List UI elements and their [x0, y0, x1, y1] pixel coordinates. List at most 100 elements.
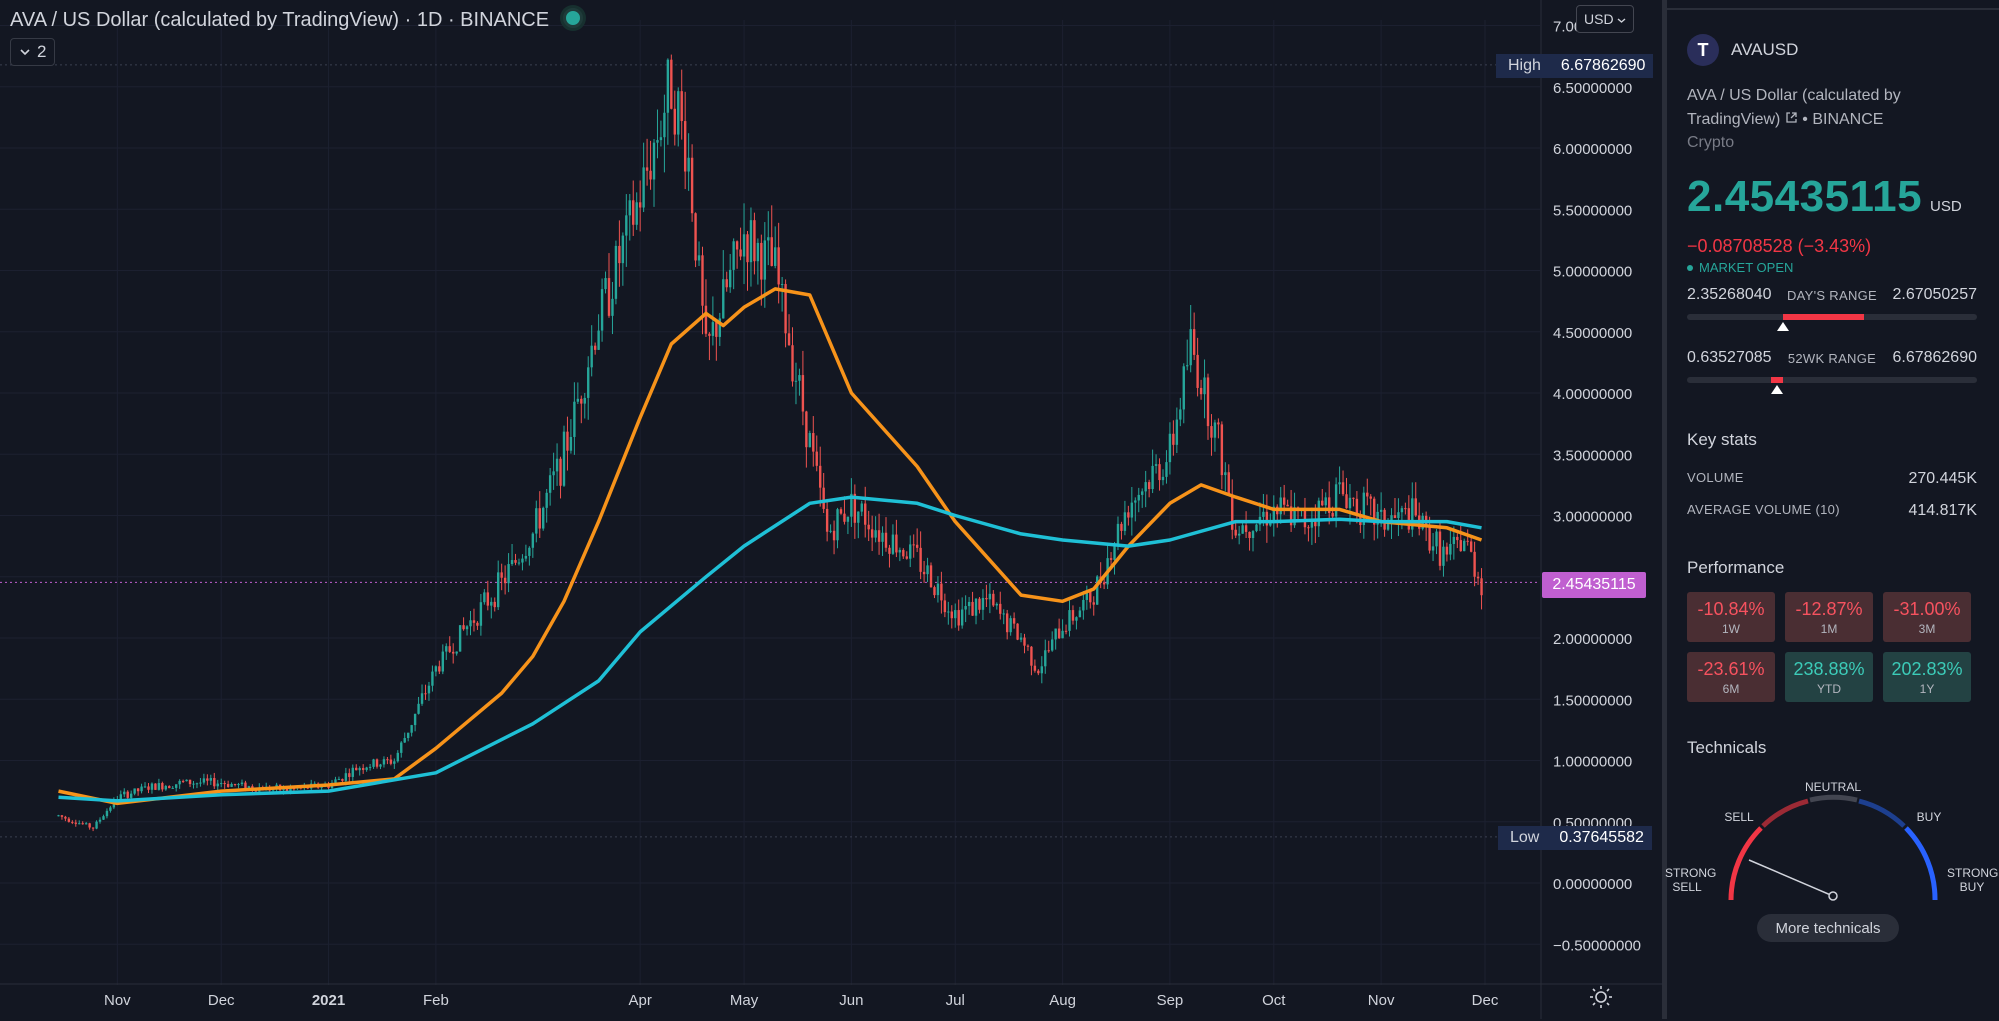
more-technicals-button[interactable]: More technicals	[1757, 914, 1899, 942]
candle-body	[427, 685, 431, 694]
moving-average-short-line	[58, 287, 1483, 806]
low-value: 0.37645582	[1551, 826, 1652, 850]
candle-body	[1241, 525, 1244, 534]
x-tick-label: Dec	[1472, 992, 1499, 1009]
candle-body	[1096, 576, 1099, 605]
performance-cell-3m[interactable]: -31.00% 3M	[1883, 592, 1971, 642]
candle-body	[1182, 366, 1185, 410]
candle-body	[656, 140, 659, 143]
volume-value: 270.445K	[1908, 470, 1977, 487]
performance-cell-6m[interactable]: -23.61% 6M	[1687, 652, 1775, 702]
candle-body	[1064, 630, 1068, 632]
candle-body	[417, 703, 420, 714]
candle-body	[1009, 618, 1012, 633]
legend-toggle-button[interactable]: 2	[10, 38, 56, 66]
candle-body	[1030, 646, 1033, 666]
y-tick-label: −0.50000000	[1553, 937, 1641, 954]
candle-body	[829, 530, 832, 532]
avg-volume-label: AVERAGE VOLUME (10)	[1687, 502, 1840, 517]
candle-body	[881, 532, 884, 542]
candle-body	[1151, 465, 1154, 490]
candle-body	[787, 333, 791, 346]
sun-icon[interactable]	[1589, 985, 1613, 1014]
currency-button[interactable]: USD	[1576, 5, 1634, 33]
candle-body	[74, 822, 77, 824]
candle-body	[1282, 497, 1286, 505]
symbol-name[interactable]: AVAUSD	[1731, 40, 1799, 59]
candle-body	[105, 810, 109, 817]
low-price-tag: Low 0.37645582	[1498, 826, 1652, 850]
chart-area[interactable]: 7.000000006.500000006.000000005.50000000…	[0, 0, 1662, 1019]
performance-cell-1m[interactable]: -12.87% 1M	[1785, 592, 1873, 642]
candle-body	[361, 768, 365, 770]
candle-body	[1449, 543, 1452, 555]
candle-body	[1120, 523, 1123, 531]
candle-body	[725, 279, 728, 288]
panel-divider[interactable]	[1662, 0, 1667, 1019]
candle-body	[1113, 546, 1116, 560]
candle-body	[971, 601, 974, 616]
candle-body	[794, 380, 798, 382]
candle-body	[621, 235, 625, 264]
candle-body	[742, 234, 746, 257]
candle-body	[424, 693, 427, 695]
candle-body	[119, 794, 122, 800]
y-tick-label: 4.00000000	[1553, 386, 1632, 403]
candle-body	[1196, 354, 1199, 388]
candle-body	[1262, 511, 1265, 517]
performance-cell-ytd[interactable]: 238.88% YTD	[1785, 652, 1873, 702]
candle-body	[375, 759, 379, 767]
candle-body	[538, 508, 541, 529]
candle-body	[448, 646, 451, 652]
candle-body	[836, 509, 839, 541]
candle-body	[815, 451, 818, 466]
candle-body	[1452, 536, 1456, 544]
gauge-sell-label: SELL	[1724, 810, 1754, 824]
candle-body	[1411, 498, 1414, 530]
candle-body	[1237, 533, 1241, 536]
performance-period: 6M	[1722, 681, 1740, 696]
candle-body	[798, 375, 801, 381]
candle-body	[157, 783, 161, 790]
candle-body	[576, 398, 580, 402]
candle-body	[195, 783, 199, 785]
candle-body	[126, 791, 129, 798]
y-tick-label: 1.00000000	[1553, 754, 1632, 771]
candle-body	[1019, 637, 1023, 640]
chevron-down-icon	[19, 42, 31, 62]
candle-body	[895, 534, 898, 553]
candle-body	[687, 157, 690, 172]
performance-cell-1w[interactable]: -10.84% 1W	[1687, 592, 1775, 642]
candle-body	[888, 547, 891, 554]
candle-body	[497, 572, 500, 608]
candle-body	[652, 142, 656, 180]
candle-body	[78, 823, 81, 825]
gauge-sell-arc	[1761, 798, 1809, 828]
performance-cell-1y[interactable]: 202.83% 1Y	[1883, 652, 1971, 702]
candle-body	[1386, 522, 1390, 530]
candle-body	[351, 767, 354, 777]
technicals-gauge[interactable]: STRONG SELL SELL NEUTRAL BUY STRONG BUY	[1665, 776, 1999, 911]
candle-body	[1473, 551, 1476, 577]
candle-body	[853, 493, 857, 523]
x-tick-label: Apr	[628, 992, 651, 1009]
y-tick-label: 6.50000000	[1553, 80, 1632, 97]
candle-body	[1172, 433, 1175, 445]
candle-body	[1012, 618, 1016, 624]
symbol-type: Crypto	[1687, 134, 1735, 151]
candle-body	[1199, 387, 1203, 395]
candle-body	[1137, 494, 1140, 501]
candle-body	[226, 784, 230, 787]
candle-body	[98, 819, 102, 822]
performance-value: 238.88%	[1793, 658, 1865, 679]
symbol-header[interactable]: T AVAUSD	[1687, 34, 1798, 66]
candle-body	[355, 767, 358, 771]
candle-body	[109, 807, 112, 811]
candle-body	[337, 778, 341, 780]
external-link-icon[interactable]	[1785, 111, 1802, 128]
candle-body	[213, 778, 216, 787]
candle-body	[808, 433, 812, 448]
price-chart[interactable]: 7.000000006.500000006.000000005.50000000…	[0, 0, 1662, 1019]
candle-body	[510, 560, 514, 565]
x-tick-label: Oct	[1262, 992, 1286, 1009]
